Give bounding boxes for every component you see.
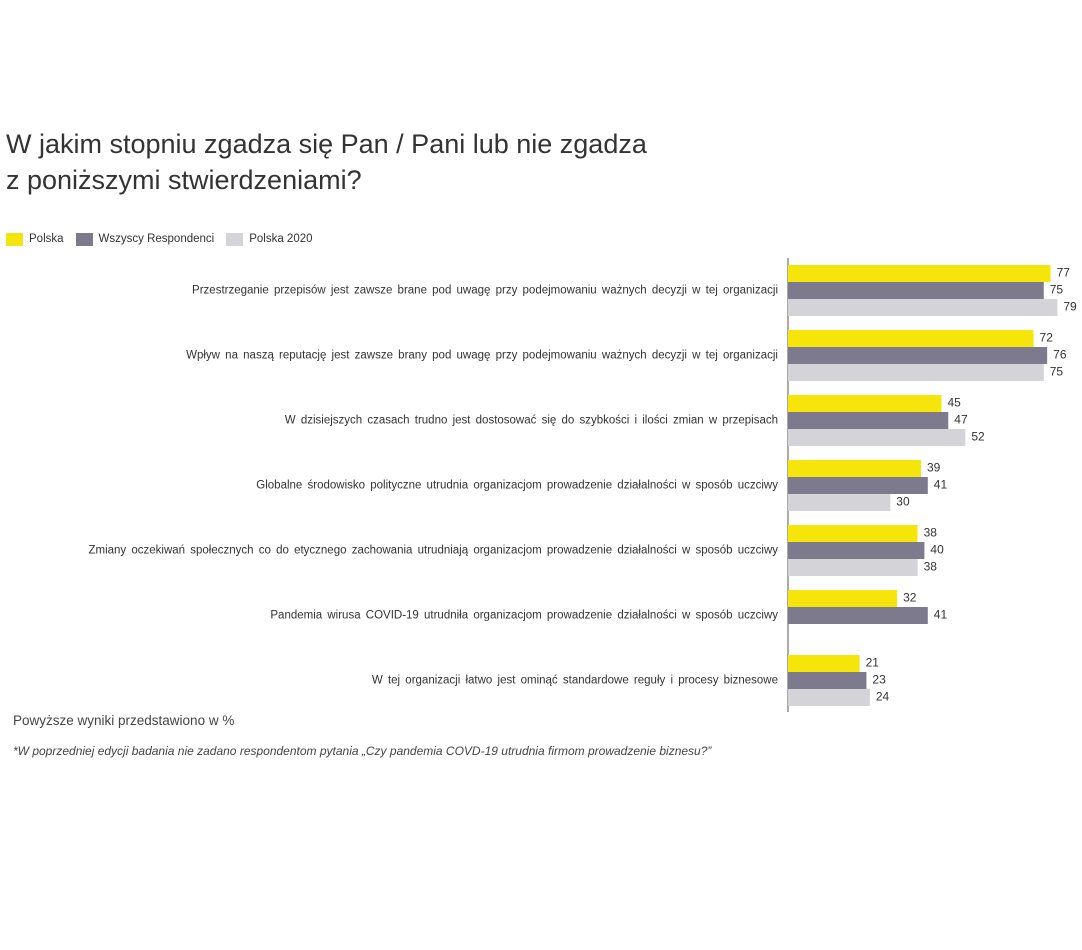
legend-item-polska-2020: Polska 2020 bbox=[226, 232, 313, 246]
bar-wszyscy-respondenci bbox=[788, 347, 1048, 364]
bar-polska-2020 bbox=[788, 364, 1044, 381]
bar-polska-2020 bbox=[788, 559, 918, 576]
chart-title: W jakim stopniu zgadza się Pan / Pani lu… bbox=[6, 126, 746, 198]
bar-polska bbox=[788, 655, 860, 672]
data-label: 39 bbox=[927, 461, 941, 475]
legend-item-polska: Polska bbox=[6, 232, 64, 246]
data-label: 40 bbox=[930, 543, 944, 557]
data-label: 21 bbox=[866, 656, 880, 670]
data-label: 32 bbox=[903, 591, 917, 605]
bar-polska-2020 bbox=[788, 299, 1058, 316]
bar-wszyscy-respondenci bbox=[788, 282, 1044, 299]
bar-wszyscy-respondenci bbox=[788, 477, 928, 494]
bar-polska-2020 bbox=[788, 689, 870, 706]
data-label: 75 bbox=[1050, 365, 1064, 379]
legend-label-polska: Polska bbox=[29, 233, 64, 245]
bar-wszyscy-respondenci bbox=[788, 542, 925, 559]
data-label: 47 bbox=[954, 413, 968, 427]
legend-swatch-polska bbox=[6, 232, 23, 246]
legend-swatch-wszyscy-respondenci bbox=[75, 232, 93, 246]
chart-title-line-1: W jakim stopniu zgadza się Pan / Pani lu… bbox=[6, 129, 647, 159]
results-note: Powyższe wyniki przedstawiono w % bbox=[13, 713, 235, 728]
data-label: 38 bbox=[924, 526, 938, 540]
data-label: 30 bbox=[896, 495, 910, 509]
category-label: Pandemia wirusa COVID-19 utrudniła organ… bbox=[270, 610, 778, 622]
bar-polska bbox=[788, 525, 918, 542]
category-label: Przestrzeganie przepisów jest zawsze bra… bbox=[192, 285, 778, 297]
legend-label-polska-2020: Polska 2020 bbox=[249, 233, 313, 245]
category-label: Globalne środowisko polityczne utrudnia … bbox=[256, 480, 778, 492]
bar-wszyscy-respondenci bbox=[788, 607, 928, 624]
footnote: *W poprzedniej edycji badania nie zadano… bbox=[13, 744, 712, 758]
data-label: 76 bbox=[1053, 348, 1067, 362]
data-label: 38 bbox=[924, 560, 938, 574]
bar-wszyscy-respondenci bbox=[788, 412, 949, 429]
legend-swatch-polska-2020 bbox=[226, 232, 244, 246]
data-label: 72 bbox=[1040, 331, 1054, 345]
legend: Polska Wszyscy Respondenci Polska 2020 bbox=[6, 231, 325, 247]
data-label: 45 bbox=[947, 396, 961, 410]
category-label: Wpływ na naszą reputację jest zawsze bra… bbox=[186, 350, 778, 362]
data-label: 41 bbox=[934, 608, 948, 622]
data-label: 75 bbox=[1050, 283, 1064, 297]
chart-title-line-2: z poniższymi stwierdzeniami? bbox=[6, 165, 362, 195]
bar-polska bbox=[788, 265, 1051, 282]
data-label: 79 bbox=[1063, 300, 1077, 314]
category-label: W dzisiejszych czasach trudno jest dosto… bbox=[285, 415, 778, 427]
data-label: 41 bbox=[934, 478, 948, 492]
bar-polska bbox=[788, 330, 1034, 347]
category-label: W tej organizacji łatwo jest ominąć stan… bbox=[372, 675, 778, 687]
bar-polska bbox=[788, 590, 898, 607]
category-label: Zmiany oczekiwań społecznych co do etycz… bbox=[88, 545, 778, 557]
legend-label-wszyscy-respondenci: Wszyscy Respondenci bbox=[98, 233, 215, 245]
data-label: 24 bbox=[876, 690, 890, 704]
legend-item-wszyscy-respondenci: Wszyscy Respondenci bbox=[75, 232, 215, 246]
data-label: 23 bbox=[872, 673, 886, 687]
bar-wszyscy-respondenci bbox=[788, 672, 867, 689]
bar-polska-2020 bbox=[788, 494, 891, 511]
data-label: 77 bbox=[1057, 266, 1071, 280]
bar-polska bbox=[788, 460, 921, 477]
bar-polska-2020 bbox=[788, 429, 966, 446]
bar-polska bbox=[788, 395, 942, 412]
data-label: 52 bbox=[971, 430, 985, 444]
